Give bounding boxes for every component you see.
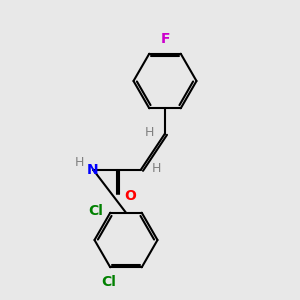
Text: N: N (87, 163, 99, 176)
Text: Cl: Cl (88, 204, 103, 218)
Text: Cl: Cl (101, 275, 116, 289)
Text: O: O (124, 190, 136, 203)
Text: H: H (75, 155, 84, 169)
Text: H: H (145, 125, 154, 139)
Text: F: F (160, 32, 170, 46)
Text: H: H (152, 161, 161, 175)
